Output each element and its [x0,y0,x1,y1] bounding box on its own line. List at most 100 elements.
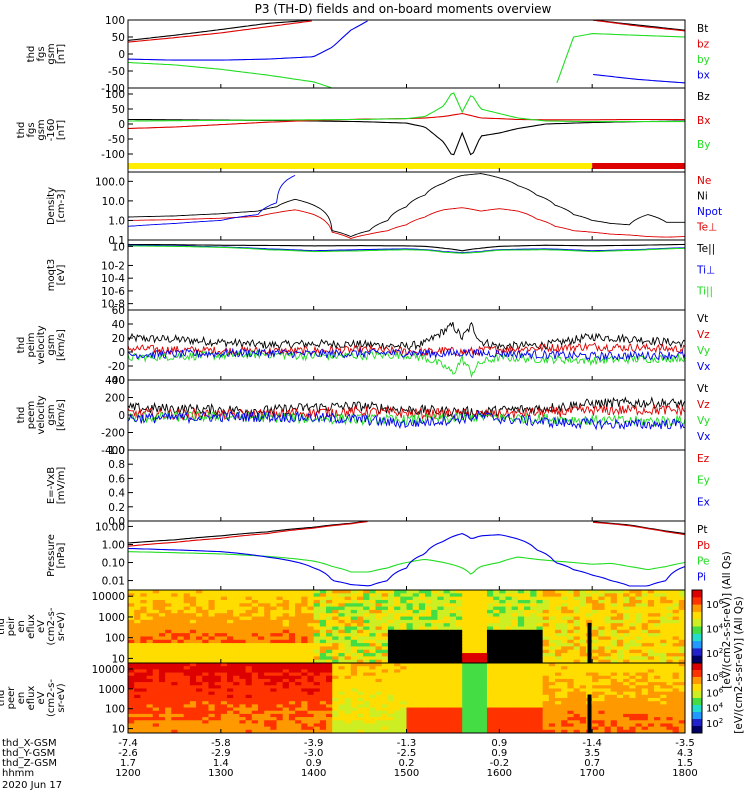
ytick-label-peer-1: 1000 [98,684,125,696]
ylabel-line-peem_velocity-0: thd [16,407,27,424]
ytick-label-efield-1: 0.8 [108,459,125,471]
legend-fgs_minvar-2: By [697,139,710,151]
ytick-label-fgs-2: 0 [118,49,125,61]
ylabel-line-fgs-2: gsm [46,43,57,64]
frame-fgs_minvar [127,87,686,173]
colorbar-swatch-peir-9 [692,655,702,664]
ylabel-line-peir-5: (cm2-s- [46,607,57,645]
legend-pressure-3: Pi [697,571,706,583]
ytick-label-fgs-1: 50 [112,32,125,44]
ytick-label-pressure-2: 0.10 [102,558,125,570]
ylabel-line-peir-3: eflux [26,614,37,639]
ytick-label-fgs_minvar-3: -50 [108,134,125,146]
heatmap-peer [128,663,685,733]
legend-efield-2: Ex [697,496,710,508]
line-peem_velocity-Vx [128,409,685,431]
panel-peir: 10000 1000 100 10 thd peir en eflux eV (cm2-s-sr-… [0,589,724,665]
ylabel-line-peim_velocity-3: gsm [46,334,57,355]
ytick-label-fgs_minvar-1: 50 [112,104,125,116]
ytick-label-peir-1: 1000 [98,612,125,624]
legend-peem_velocity-2: Vy [697,415,710,427]
ylabel-line-temperature-0: moqt3 [46,259,57,292]
status-bar-segment-0 [128,163,593,169]
ylabel-pressure: Pressure [nPa] [46,534,67,577]
panel-peem_velocity: 400 200 0 -200 -400 thd peem velocity gsm [km/s] V… [16,375,710,457]
ylabel-line-peer-6: sr-eV) [56,683,67,712]
ytick-label-density-3: 0.1 [108,235,125,247]
ytick-label-temperature-1: 10-2 [101,260,125,272]
ylabel-line-peer-0: thd [0,690,7,707]
ylabel-line-fgs_minvar-1: fgs [26,122,37,137]
colorbar-swatch-peir-7 [692,641,702,649]
panel-peim_velocity: 60 40 20 0 -20 -40 thd peim velocity gsm [km/s] Vt V… [16,305,710,387]
axis-row-value-3-2: 1400 [301,768,326,779]
ytick-label-temperature-3: 10-6 [101,286,125,298]
series-temperature [128,243,685,254]
ylabel-line-density-0: Density [46,187,57,225]
axis-row-label-3: hhmm [2,768,34,779]
ytick-label-peim_velocity-4: -20 [108,361,125,373]
axis-row-value-0-1: -5.8 [211,738,231,749]
ylabel-line-peer-5: (cm2-s- [46,679,57,717]
line-fgs_minvar-By [128,92,685,123]
legend-peim_velocity-3: Vx [697,361,710,373]
axis-row-value-3-5: 1700 [579,768,604,779]
colorbar-swatch-peer-5 [692,698,702,706]
line-peem_velocity-Vz [128,403,685,421]
line-pressure-Pt [128,521,685,544]
legend-temperature-0: Te|| [696,243,715,255]
status-bar-segment-1 [592,163,685,169]
colorbar-swatch-peer-4 [692,691,702,699]
ylabel-line-peer-4: eV [36,691,47,704]
ytick-label-fgs_minvar-4: -100 [101,149,125,161]
colorbar-tick-peir-0: 106 [706,598,724,611]
series-pressure [128,521,685,587]
axis-row-value-0-4: 0.9 [491,738,507,749]
colorbar-frame-peer [691,662,703,734]
ylabel-line-peem_velocity-2: velocity [36,395,47,434]
data-gap-peer [587,694,592,733]
legend-efield-1: Ey [697,475,710,487]
panel-fgs: 100 50 0 -50 -100 thd fgs gsm [nT] Bt bz by bx [26,15,710,95]
axis-row-value-2-3: 0.2 [399,758,415,769]
axis-row-value-1-1: -2.9 [211,748,231,759]
colorbar-swatch-peer-6 [692,705,702,713]
colorbar-tick-peer-0: 108 [706,671,723,684]
colorbar-swatch-peir-0 [692,590,702,598]
ytick-label-fgs-3: -50 [108,66,125,78]
line-density-Ni [128,173,685,238]
ylabel-line-peem_velocity-1: peem [26,401,37,429]
ytick-label-density-1: 10.0 [102,196,125,208]
ytick-label-fgs_minvar-2: 0 [118,119,125,131]
colorbar-tick-peir-2: 102 [706,647,723,660]
line-temperature-Ti|| [128,245,685,254]
ylabel-line-fgs_minvar-4: [nT] [56,120,67,140]
ylabel-efield: E=-VxB [mV/m] [46,467,67,505]
ytick-label-density-0: 100.0 [95,176,125,188]
ytick-label-fgs-4: -100 [101,83,125,95]
axis-row-value-0-3: -1.3 [397,738,417,749]
ylabel-line-peer-1: peer [6,686,17,710]
panel-peer: 10000 1000 100 10 thd peer en eflux eV (cm2-s-sr-… [0,662,724,736]
legend-fgs-2: by [697,54,710,66]
legend-peem_velocity-0: Vt [697,383,708,395]
ylabel-line-pressure-1: [nPa] [56,542,67,568]
ylabel-peir: thd peir en eflux eV (cm2-s-sr-eV) [0,607,67,645]
colorbar-swatch-peer-0 [692,663,702,671]
axis-row-value-3-3: 1500 [394,768,419,779]
frame-efield [127,449,686,522]
line-fgs-bx [128,20,685,84]
ytick-label-peem_velocity-3: -200 [101,428,125,440]
axis-row-label-0: thd_X-GSM [2,738,57,749]
axis-row-value-3-1: 1300 [208,768,233,779]
legend-density-1: Ni [697,191,708,203]
ytick-label-peir-0: 10000 [92,591,125,603]
axis-row-value-3-0: 1200 [115,768,140,779]
ytick-label-density-2: 1.0 [108,215,125,227]
ylabel-line-peir-4: eV [36,620,47,633]
ylabel-density: Density [cm-3] [46,187,67,225]
ylabel-line-peir-2: en [16,620,27,633]
ylabel-line-peir-1: peir [6,616,17,636]
line-density-Npot [128,174,296,227]
axis-date: 2020 Jun 17 [2,780,62,791]
